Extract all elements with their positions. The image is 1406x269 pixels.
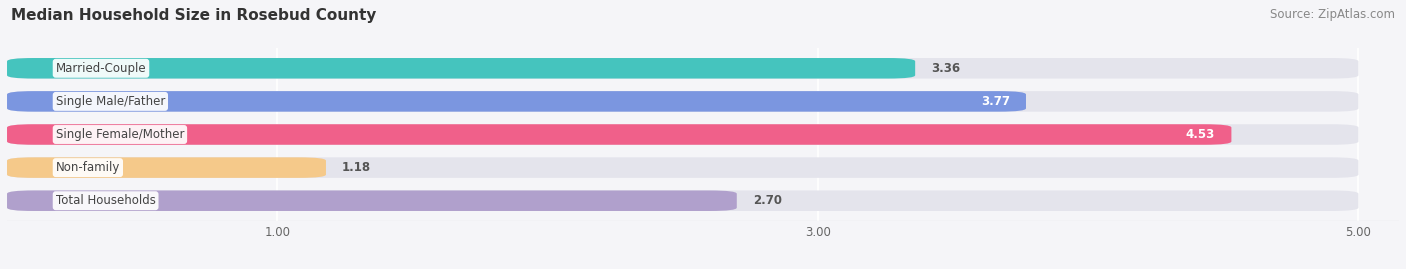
FancyBboxPatch shape [7,190,1358,211]
Text: Single Female/Mother: Single Female/Mother [56,128,184,141]
Text: 2.70: 2.70 [754,194,782,207]
Text: Source: ZipAtlas.com: Source: ZipAtlas.com [1270,8,1395,21]
Text: Total Households: Total Households [56,194,156,207]
Text: 4.53: 4.53 [1185,128,1215,141]
FancyBboxPatch shape [7,124,1232,145]
FancyBboxPatch shape [7,58,1358,79]
Text: Married-Couple: Married-Couple [56,62,146,75]
FancyBboxPatch shape [7,157,1358,178]
FancyBboxPatch shape [7,58,915,79]
Text: Single Male/Father: Single Male/Father [56,95,165,108]
Text: Median Household Size in Rosebud County: Median Household Size in Rosebud County [11,8,377,23]
FancyBboxPatch shape [7,91,1026,112]
FancyBboxPatch shape [7,91,1358,112]
FancyBboxPatch shape [7,157,326,178]
Text: Non-family: Non-family [56,161,120,174]
FancyBboxPatch shape [7,124,1358,145]
Text: 3.77: 3.77 [981,95,1010,108]
Text: 3.36: 3.36 [931,62,960,75]
FancyBboxPatch shape [7,190,737,211]
Text: 1.18: 1.18 [342,161,371,174]
